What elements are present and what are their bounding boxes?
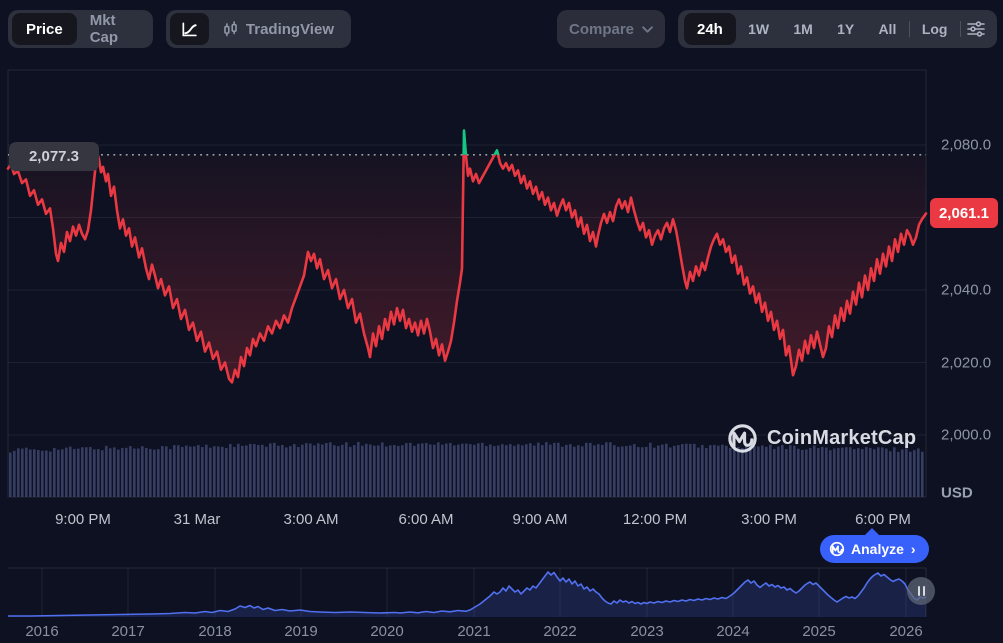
year-tick: 2016 <box>25 623 59 640</box>
x-axis-tick: 31 Mar <box>173 511 221 528</box>
x-axis-tick: 9:00 PM <box>55 511 111 528</box>
compare-label: Compare <box>568 20 635 38</box>
x-axis-tick: 3:00 PM <box>741 511 797 528</box>
tradingview-label: TradingView <box>245 20 334 38</box>
divider <box>908 21 910 37</box>
range-selector: 24h 1W 1M 1Y All Log <box>678 10 997 48</box>
year-tick: 2024 <box>716 623 750 640</box>
x-axis-tick: 12:00 PM <box>622 511 688 528</box>
year-tick: 2018 <box>198 623 232 640</box>
last-price-badge: 2,061.1 <box>930 198 998 228</box>
range-24h[interactable]: 24h <box>684 13 736 45</box>
year-tick: 2017 <box>111 623 145 640</box>
analyze-logo-icon <box>829 541 845 557</box>
year-tick: 2019 <box>284 623 318 640</box>
prev-close-value: 2,077.3 <box>28 148 80 165</box>
price-tab[interactable]: Price <box>12 13 77 45</box>
y-axis-tick: 2,000.0 <box>941 426 992 444</box>
mktcap-tab[interactable]: Mkt Cap <box>89 12 119 46</box>
x-axis-tick: 6:00 PM <box>855 511 911 528</box>
price-tab-label: Price <box>26 20 63 38</box>
year-tick: 2023 <box>630 623 664 640</box>
line-chart-icon <box>182 21 197 36</box>
year-tick: 2021 <box>457 623 491 640</box>
coinmarketcap-logo-icon <box>728 424 757 453</box>
price-mktcap-toggle: Price Mkt Cap <box>8 10 153 48</box>
range-all[interactable]: All <box>878 21 897 37</box>
log-toggle[interactable]: Log <box>921 21 948 37</box>
line-chart-tab[interactable] <box>170 13 209 45</box>
y-axis-tick: 2,040.0 <box>941 281 992 299</box>
x-axis-tick: 9:00 AM <box>512 511 568 528</box>
timeline-scrubber-handle[interactable] <box>907 577 935 605</box>
analyze-button[interactable]: Analyze › <box>820 528 929 563</box>
prev-close-price-label: 2,077.3 <box>9 142 99 171</box>
y-axis-unit: USD <box>941 484 973 502</box>
x-axis-tick: 6:00 AM <box>398 511 454 528</box>
candlestick-icon <box>224 20 237 36</box>
range-1w[interactable]: 1W <box>748 21 770 37</box>
y-axis-tick: 2,020.0 <box>941 354 992 372</box>
watermark-text: CoinMarketCap <box>767 427 917 449</box>
range-1m[interactable]: 1M <box>793 21 813 37</box>
range-1y[interactable]: 1Y <box>837 21 855 37</box>
last-price-value: 2,061.1 <box>938 204 990 222</box>
compare-button[interactable]: Compare <box>557 10 665 48</box>
tradingview-tab[interactable]: TradingView <box>209 21 347 38</box>
divider <box>959 21 961 37</box>
analyze-pointer <box>864 528 880 536</box>
y-axis-tick: 2,080.0 <box>941 136 992 154</box>
analyze-chevron: › <box>910 541 916 557</box>
year-tick: 2020 <box>370 623 404 640</box>
range-24h-label: 24h <box>697 20 723 38</box>
year-tick: 2025 <box>802 623 836 640</box>
chevron-down-icon <box>642 25 653 33</box>
chart-settings-sliders-icon[interactable] <box>967 21 985 37</box>
coinmarketcap-watermark: CoinMarketCap <box>727 423 916 454</box>
year-tick: 2026 <box>889 623 923 640</box>
analyze-label: Analyze <box>851 541 904 557</box>
chart-type-toggle: TradingView <box>166 10 351 48</box>
x-axis-tick: 3:00 AM <box>283 511 339 528</box>
year-tick: 2022 <box>543 623 577 640</box>
